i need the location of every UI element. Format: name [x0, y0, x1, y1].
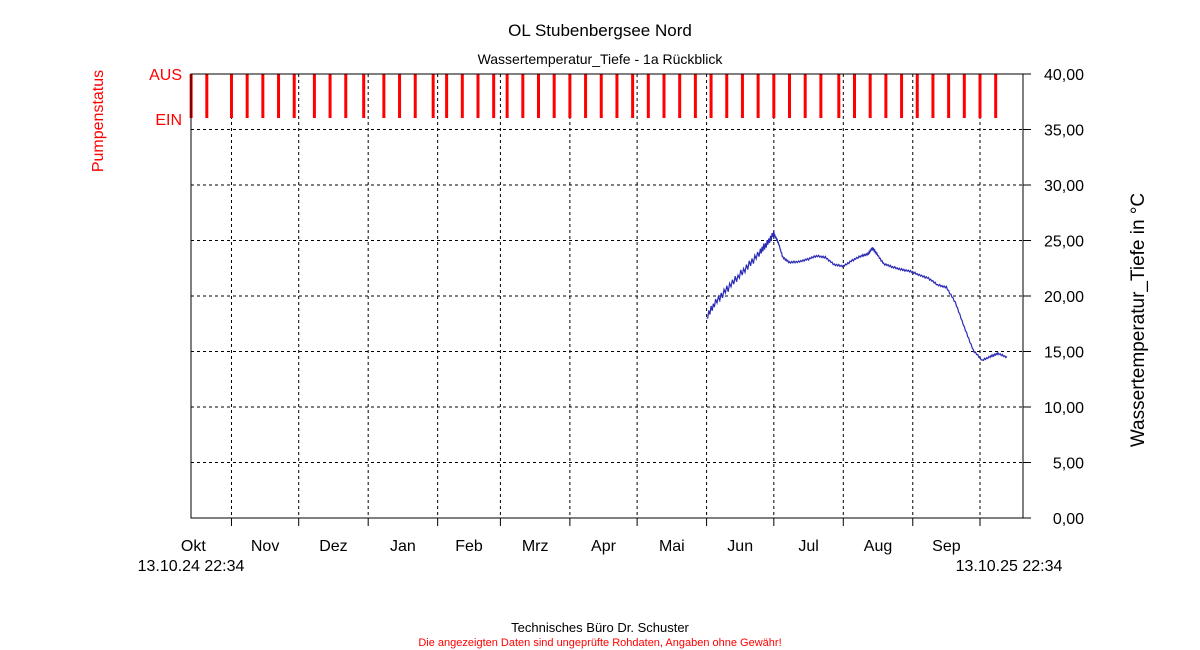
x-tick-label: Jun	[727, 538, 753, 555]
x-axis-ticks: Okt Nov Dez Jan Feb Mrz Apr Mai Jun Jul Aug Sep	[181, 518, 981, 555]
pump-axis-label: Pumpenstatus	[90, 70, 107, 172]
y-axis-label: Wassertemperatur_Tiefe in °C	[1128, 193, 1149, 447]
y-axis-ticks: 0,00 5,00 10,00 15,00 20,00 25,00 30,00 35,00 40…	[1023, 67, 1084, 528]
grid	[191, 74, 1023, 518]
chart-subtitle: Wassertemperatur_Tiefe - 1a Rückblick	[478, 51, 724, 67]
x-tick-label: Nov	[251, 538, 279, 555]
x-tick-label: Sep	[932, 538, 961, 555]
footer-disclaimer: Die angezeigten Daten sind ungeprüfte Ro…	[418, 637, 781, 649]
x-tick-label: Feb	[455, 538, 483, 555]
y-tick-label: 10,00	[1044, 400, 1084, 417]
y-tick-label: 30,00	[1044, 178, 1084, 195]
pump-level-aus: AUS	[149, 67, 182, 84]
y-tick-label: 35,00	[1044, 123, 1084, 140]
x-tick-label: Mai	[659, 538, 685, 555]
x-tick-label: Mrz	[522, 538, 549, 555]
pump-status-series	[189, 74, 998, 118]
y-tick-label: 40,00	[1044, 67, 1084, 84]
x-tick-label: Dez	[319, 538, 347, 555]
temperature-series-line	[706, 230, 1008, 362]
footer-company: Technisches Büro Dr. Schuster	[511, 620, 689, 635]
x-tick-label: Aug	[864, 538, 892, 555]
y-tick-label: 0,00	[1053, 511, 1084, 528]
x-tick-label: Okt	[181, 538, 206, 555]
x-tick-label: Jan	[390, 538, 416, 555]
x-tick-label: Jul	[798, 538, 818, 555]
y-tick-label: 15,00	[1044, 345, 1084, 362]
chart-title: OL Stubenbergsee Nord	[508, 21, 692, 40]
y-tick-label: 20,00	[1044, 289, 1084, 306]
y-tick-label: 25,00	[1044, 234, 1084, 251]
x-end-label: 13.10.25 22:34	[956, 558, 1063, 575]
x-start-label: 13.10.24 22:34	[138, 558, 245, 575]
pump-level-ein: EIN	[155, 112, 182, 129]
x-tick-label: Apr	[591, 538, 617, 555]
y-tick-label: 5,00	[1053, 456, 1084, 473]
